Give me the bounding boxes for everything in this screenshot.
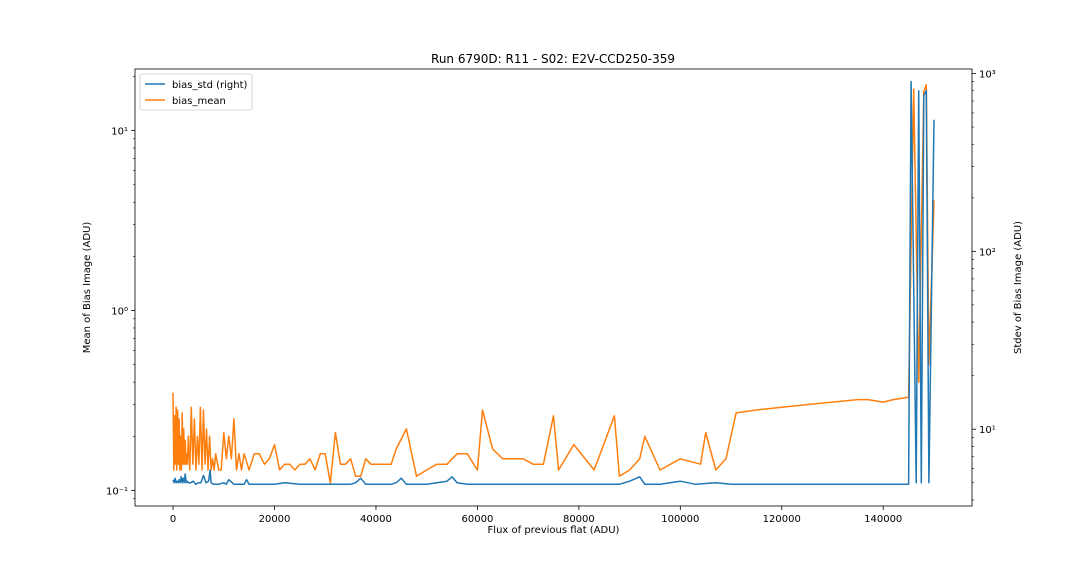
y-tick-label-left: 10⁻¹ xyxy=(106,486,128,497)
legend-label: bias_std (right) xyxy=(172,80,248,91)
x-tick-label: 80000 xyxy=(563,514,595,525)
y-tick-label-left: 10¹ xyxy=(111,127,128,138)
series-line-bias-mean xyxy=(172,83,935,484)
x-tick-label: 60000 xyxy=(462,514,494,525)
x-tick-label: 0 xyxy=(170,514,176,525)
y-axis-label-right: Stdev of Bias Image (ADU) xyxy=(1013,221,1024,354)
series-line-bias-std-right xyxy=(172,80,935,486)
x-tick-label: 40000 xyxy=(360,514,392,525)
x-tick-label: 120000 xyxy=(763,514,801,525)
x-tick-label: 140000 xyxy=(864,514,902,525)
y-tick-label-right: 10² xyxy=(979,247,996,258)
y-tick-label-right: 10³ xyxy=(979,70,996,81)
x-tick-label: 100000 xyxy=(661,514,699,525)
axis-ticks: 0 20000 40000 60000 80000 100000 120000 140000 1… xyxy=(106,70,996,525)
series-group xyxy=(172,80,935,486)
plot-frame xyxy=(134,68,973,507)
chart-title: Run 6790D: R11 - S02: E2V-CCD250-359 xyxy=(431,52,675,66)
legend-box xyxy=(139,73,253,111)
x-tick-label: 20000 xyxy=(259,514,291,525)
y-tick-label-right: 10¹ xyxy=(979,425,996,436)
y-tick-label-left: 10⁰ xyxy=(111,307,128,318)
legend-label: bias_mean xyxy=(172,96,226,107)
legend: bias_std (right) bias_mean xyxy=(139,73,253,111)
y-axis-label-left: Mean of Bias Image (ADU) xyxy=(82,222,93,354)
x-axis-label: Flux of previous flat (ADU) xyxy=(488,525,620,536)
